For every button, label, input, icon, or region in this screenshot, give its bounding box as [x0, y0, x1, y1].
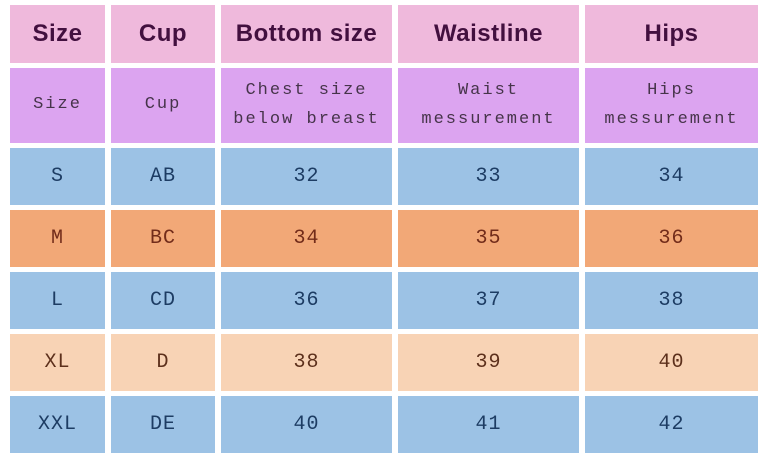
header-cell-size: Size: [10, 5, 105, 63]
table-row-l: L CD 36 37 38: [10, 272, 758, 329]
subheader-row: Size Cup Chest size below breast Waist m…: [10, 68, 758, 143]
subheader-cell-chest-size: Chest size below breast: [221, 68, 392, 143]
cell-bottom-size: 34: [221, 210, 392, 267]
subheader-line: Size: [33, 95, 82, 115]
cell-hips: 36: [585, 210, 758, 267]
header-cell-hips: Hips: [585, 5, 758, 63]
cell-waistline: 39: [398, 334, 579, 391]
subheader-line: Waist: [457, 81, 519, 101]
cell-bottom-size: 36: [221, 272, 392, 329]
cell-cup: CD: [111, 272, 215, 329]
cell-size: S: [10, 148, 105, 205]
cell-cup: DE: [111, 396, 215, 453]
table-row-m: M BC 34 35 36: [10, 210, 758, 267]
cell-waistline: 35: [398, 210, 579, 267]
subheader-cell-hips-messurement: Hips messurement: [585, 68, 758, 143]
subheader-line: Chest size: [245, 81, 368, 101]
cell-waistline: 37: [398, 272, 579, 329]
subheader-line: Hips: [647, 81, 696, 101]
cell-cup: BC: [111, 210, 215, 267]
cell-size: M: [10, 210, 105, 267]
cell-bottom-size: 32: [221, 148, 392, 205]
cell-bottom-size: 38: [221, 334, 392, 391]
subheader-cell-waist-messurement: Waist messurement: [398, 68, 579, 143]
cell-hips: 42: [585, 396, 758, 453]
cell-size: XXL: [10, 396, 105, 453]
cell-cup: AB: [111, 148, 215, 205]
cell-hips: 38: [585, 272, 758, 329]
subheader-cell-size: Size: [10, 68, 105, 143]
header-cell-cup: Cup: [111, 5, 215, 63]
subheader-line: Cup: [144, 95, 182, 115]
subheader-line: messurement: [421, 109, 556, 129]
cell-waistline: 41: [398, 396, 579, 453]
header-cell-waistline: Waistline: [398, 5, 579, 63]
cell-bottom-size: 40: [221, 396, 392, 453]
subheader-line: messurement: [604, 109, 739, 129]
header-cell-bottom-size: Bottom size: [221, 5, 392, 63]
size-chart-table: Size Cup Bottom size Waistline Hips Size…: [4, 0, 764, 458]
subheader-cell-cup: Cup: [111, 68, 215, 143]
cell-hips: 34: [585, 148, 758, 205]
header-row: Size Cup Bottom size Waistline Hips: [10, 5, 758, 63]
table-row-s: S AB 32 33 34: [10, 148, 758, 205]
cell-size: L: [10, 272, 105, 329]
cell-size: XL: [10, 334, 105, 391]
cell-hips: 40: [585, 334, 758, 391]
table-row-xl: XL D 38 39 40: [10, 334, 758, 391]
table-row-xxl: XXL DE 40 41 42: [10, 396, 758, 453]
cell-cup: D: [111, 334, 215, 391]
subheader-line: below breast: [233, 109, 380, 129]
cell-waistline: 33: [398, 148, 579, 205]
